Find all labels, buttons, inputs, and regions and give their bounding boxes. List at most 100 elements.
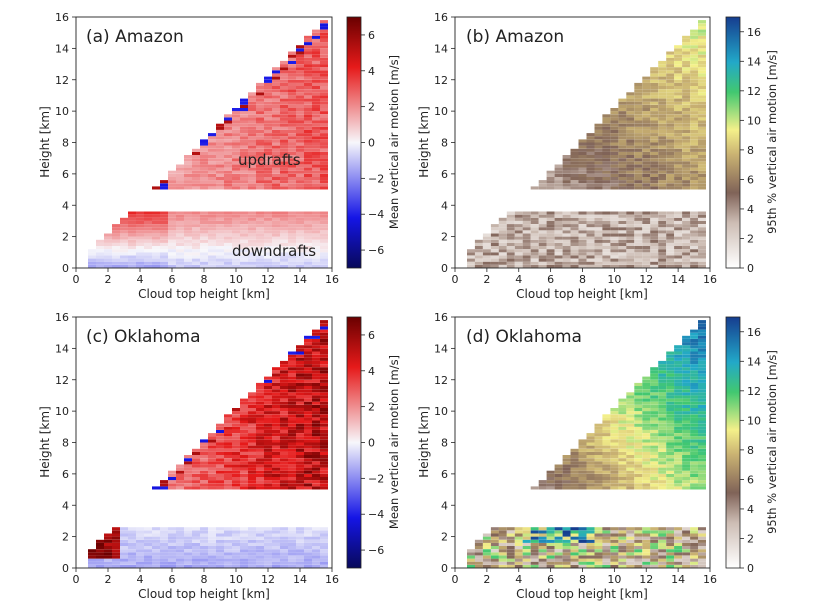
heatmap-cell <box>698 186 706 190</box>
heatmap-cell <box>280 429 288 433</box>
heatmap-cell <box>296 379 304 383</box>
heatmap-cell <box>288 246 296 250</box>
heatmap-cell <box>248 442 256 446</box>
heatmap-cell <box>682 411 691 415</box>
heatmap-cell <box>264 401 272 405</box>
heatmap-cell <box>320 249 328 253</box>
heatmap-cell <box>586 483 595 487</box>
heatmap-cell <box>288 445 296 449</box>
heatmap-cell <box>658 104 667 108</box>
heatmap-cell <box>216 186 224 190</box>
heatmap-cell <box>586 170 595 174</box>
heatmap-cell <box>626 230 635 234</box>
heatmap-cell <box>498 564 507 568</box>
heatmap-cell <box>570 258 579 262</box>
heatmap-cell <box>256 461 264 465</box>
heatmap-cell <box>586 539 595 543</box>
heatmap-cell <box>200 473 208 477</box>
heatmap-cell <box>634 158 643 162</box>
heatmap-cell <box>554 230 563 234</box>
heatmap-cell <box>168 249 176 253</box>
heatmap-cell <box>530 536 539 540</box>
heatmap-cell <box>248 555 256 559</box>
heatmap-cell <box>690 233 699 237</box>
heatmap-cell <box>280 133 288 137</box>
heatmap-cell <box>602 214 611 218</box>
heatmap-cell <box>88 255 96 259</box>
heatmap-cell <box>248 561 256 565</box>
heatmap-cell <box>602 227 611 231</box>
heatmap-cell <box>690 70 699 74</box>
heatmap-cell <box>96 264 104 268</box>
heatmap-cell <box>618 180 627 184</box>
heatmap-cell <box>698 542 706 546</box>
heatmap-cell <box>658 408 667 412</box>
heatmap-cell <box>288 155 296 159</box>
heatmap-cell <box>610 161 619 165</box>
heatmap-cell <box>690 230 699 234</box>
heatmap-cell <box>522 536 531 540</box>
heatmap-cell <box>280 123 288 127</box>
heatmap-cell <box>136 536 144 540</box>
heatmap-cell <box>128 555 136 559</box>
heatmap-cell <box>240 183 248 187</box>
heatmap-cell <box>570 180 579 184</box>
heatmap-cell <box>256 92 264 96</box>
heatmap-cell <box>288 420 296 424</box>
heatmap-cell <box>296 473 304 477</box>
heatmap-cell <box>682 386 691 390</box>
heatmap-cell <box>594 217 603 221</box>
heatmap-cell <box>224 558 232 562</box>
heatmap-cell <box>152 246 160 250</box>
heatmap-cell <box>152 564 160 568</box>
heatmap-cell <box>610 539 619 543</box>
heatmap-cell <box>256 477 264 481</box>
heatmap-cell <box>634 458 643 462</box>
heatmap-cell <box>634 101 643 105</box>
heatmap-cell <box>240 539 248 543</box>
heatmap-cell <box>272 458 280 462</box>
heatmap-cell <box>658 392 667 396</box>
heatmap-cell <box>168 252 176 256</box>
heatmap-cell <box>272 467 280 471</box>
heatmap-cell <box>312 236 320 240</box>
heatmap-cell <box>272 242 280 246</box>
heatmap-cell <box>256 224 264 228</box>
heatmap-cell <box>586 214 595 218</box>
heatmap-cell <box>312 351 320 355</box>
heatmap-cell <box>586 561 595 565</box>
heatmap-cell <box>208 164 216 168</box>
heatmap-cell <box>474 552 483 556</box>
heatmap-cell <box>586 442 595 446</box>
heatmap-cell <box>240 227 248 231</box>
heatmap-cell <box>578 236 587 240</box>
heatmap-cell <box>240 561 248 565</box>
heatmap-cell <box>312 398 320 402</box>
heatmap-cell <box>248 136 256 140</box>
heatmap-cell <box>642 467 651 471</box>
heatmap-cell <box>674 48 683 52</box>
heatmap-cell <box>546 224 555 228</box>
heatmap-cell <box>208 133 216 137</box>
heatmap-cell <box>320 227 328 231</box>
heatmap-cell <box>586 148 595 152</box>
heatmap-cell <box>690 354 699 358</box>
heatmap-cell <box>312 536 320 540</box>
heatmap-cell <box>650 111 659 115</box>
heatmap-cell <box>674 401 683 405</box>
heatmap-cell <box>642 477 651 481</box>
heatmap-cell <box>602 233 611 237</box>
heatmap-cell <box>264 433 272 437</box>
heatmap-cell <box>602 445 611 449</box>
heatmap-cell <box>248 552 256 556</box>
heatmap-cell <box>634 417 643 421</box>
heatmap-cell <box>482 239 491 243</box>
heatmap-cell <box>312 404 320 408</box>
heatmap-cell <box>522 249 531 253</box>
y-tick-label: 0 <box>441 262 448 275</box>
heatmap-cell <box>144 530 152 534</box>
heatmap-cell <box>152 536 160 540</box>
heatmap-cell <box>642 561 651 565</box>
heatmap-cell <box>562 455 571 459</box>
heatmap-cell <box>538 183 547 187</box>
